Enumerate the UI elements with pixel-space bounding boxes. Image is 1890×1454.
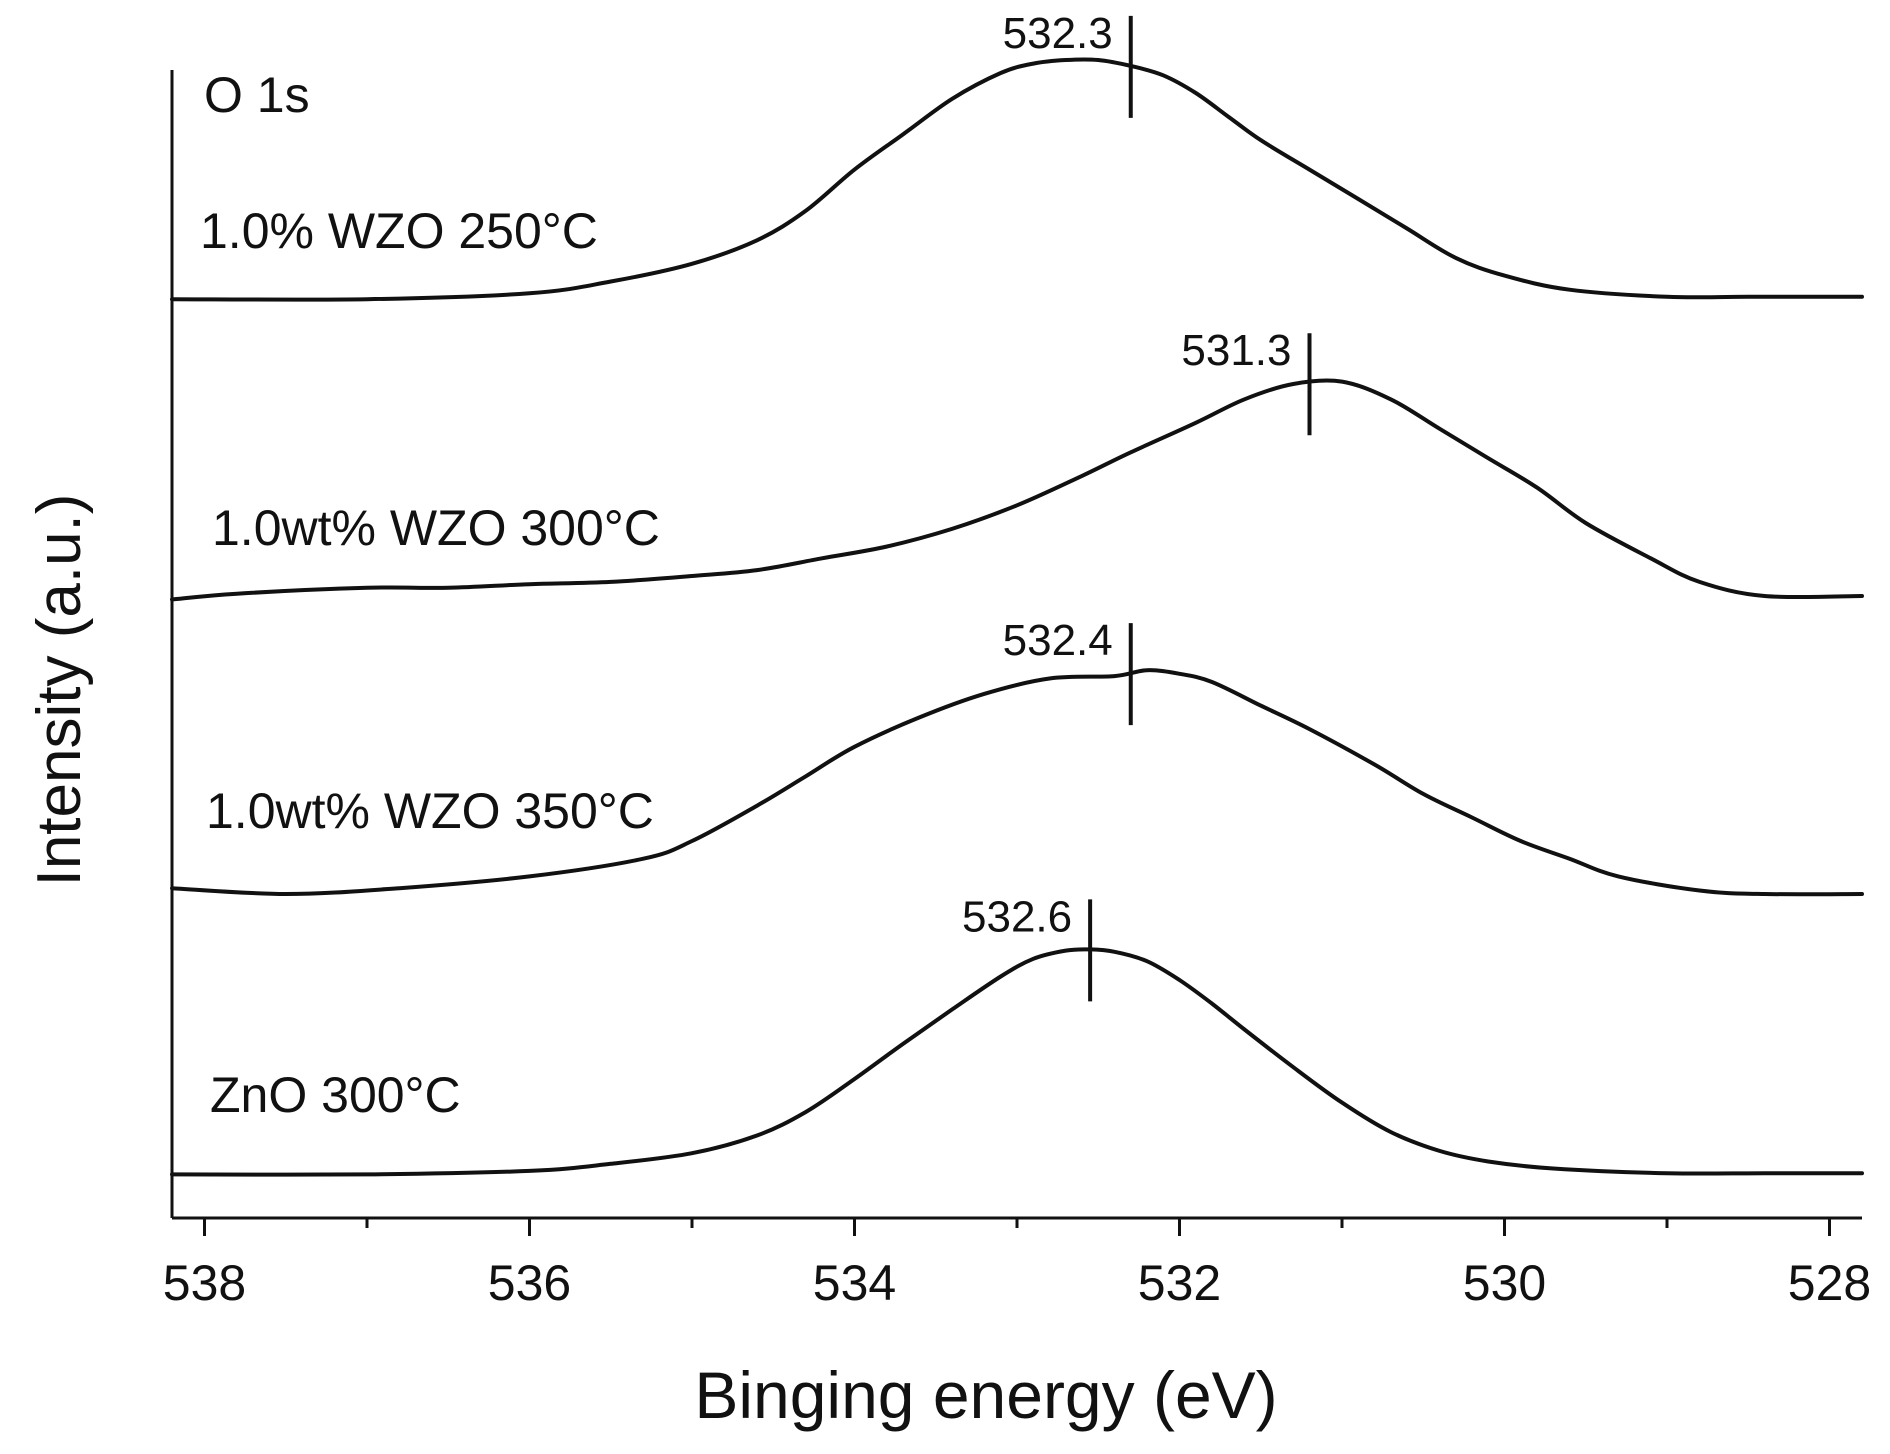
x-axis-tick-labels: 538 536 534 532 530 528 bbox=[163, 1255, 1871, 1311]
x-tick-label: 536 bbox=[488, 1255, 571, 1311]
x-tick-label: 528 bbox=[1788, 1255, 1871, 1311]
series-label-350: 1.0wt% WZO 350°C bbox=[206, 783, 654, 839]
peak-label: 532.3 bbox=[1003, 9, 1113, 58]
series-line-0 bbox=[170, 57, 1864, 302]
x-tick-label: 532 bbox=[1138, 1255, 1221, 1311]
series-label-300: 1.0wt% WZO 300°C bbox=[212, 500, 660, 556]
x-tick-label: 530 bbox=[1463, 1255, 1546, 1311]
peak-markers: 532.3 531.3 532.4 532.6 bbox=[962, 9, 1312, 1002]
peak-label: 532.4 bbox=[1003, 616, 1113, 665]
peak-label: 532.6 bbox=[962, 892, 1072, 941]
x-axis-ticks bbox=[203, 1218, 1831, 1236]
chart-title: O 1s bbox=[204, 67, 310, 123]
peak-label: 531.3 bbox=[1181, 326, 1291, 375]
series-line-3 bbox=[170, 947, 1864, 1177]
series-label-250: 1.0% WZO 250°C bbox=[200, 203, 598, 259]
series-line-1 bbox=[170, 378, 1864, 602]
y-axis-label: Intensity (a.u.) bbox=[25, 494, 94, 887]
x-tick-label: 534 bbox=[813, 1255, 896, 1311]
x-axis-label: Binging energy (eV) bbox=[694, 1358, 1277, 1432]
x-tick-label: 538 bbox=[163, 1255, 246, 1311]
series-label-zno: ZnO 300°C bbox=[210, 1067, 461, 1123]
